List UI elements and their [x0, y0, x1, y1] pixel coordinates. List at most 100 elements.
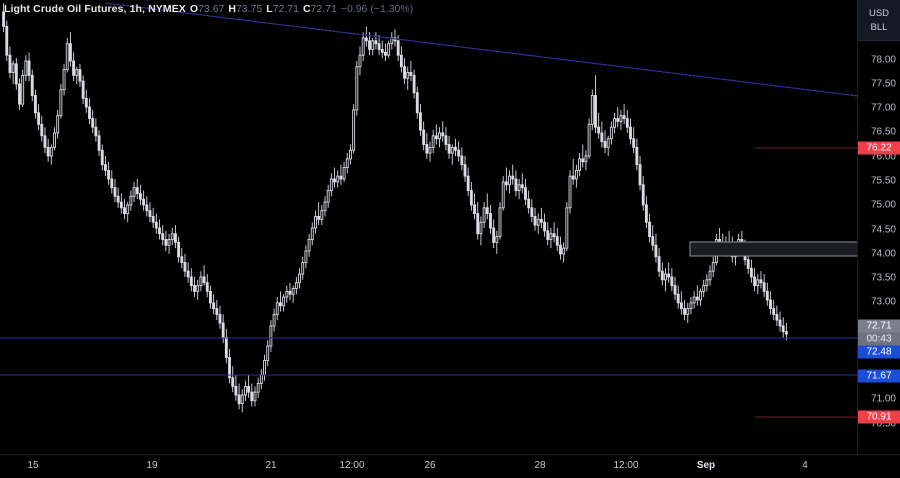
candle [339, 164, 343, 185]
candle [441, 121, 445, 142]
candle [753, 268, 757, 292]
candle [718, 227, 722, 252]
resistance-tag-7622[interactable]: 76.22 [858, 141, 900, 155]
candle [600, 121, 604, 148]
candle [479, 216, 483, 246]
level-tag-7167[interactable]: 71.67 [858, 369, 900, 383]
candle [161, 225, 165, 246]
candle [670, 268, 674, 292]
candle [100, 144, 104, 171]
candle [333, 167, 336, 188]
price-tick-7100: 71.00 [870, 393, 896, 405]
candle [266, 340, 270, 367]
candle [524, 179, 527, 205]
candle [469, 181, 473, 211]
candle [406, 66, 410, 90]
candle [727, 230, 731, 252]
candle [781, 317, 785, 338]
candle [21, 69, 25, 108]
price-tick-7500: 75.00 [870, 199, 896, 211]
currency-unit-badges[interactable]: USD BLL [857, 0, 900, 41]
candle [689, 297, 693, 315]
level-tag-7248[interactable]: 72.48 [858, 345, 900, 359]
candle [517, 179, 521, 200]
candle [632, 127, 636, 154]
candle [46, 138, 50, 162]
candle [702, 279, 706, 298]
candle [158, 219, 161, 240]
candle [536, 213, 540, 234]
candle [256, 377, 260, 398]
support-tag-7091[interactable]: 70.91 [858, 410, 900, 424]
currency-badge[interactable]: USD [868, 7, 890, 19]
candle [11, 60, 15, 84]
candle [644, 196, 648, 228]
candle [263, 354, 266, 381]
price-tick-7400: 74.00 [870, 248, 896, 260]
candle [530, 199, 534, 223]
candle [711, 256, 715, 277]
symbol-title[interactable]: Light Crude Oil Futures, 1h, NYMEX [4, 3, 186, 15]
candle [352, 104, 356, 154]
candle [450, 144, 454, 165]
candle [154, 213, 158, 234]
candle [81, 75, 85, 105]
candle [193, 276, 196, 298]
candle [317, 202, 321, 226]
time-tick-15: 15 [27, 460, 39, 471]
price-axis[interactable]: 78.00 77.50 77.00 76.50 76.00 75.50 75.00 74.50… [857, 0, 900, 455]
candle [498, 202, 502, 240]
candle [56, 109, 60, 139]
candle [304, 245, 308, 269]
countdown-tag[interactable]: 00:43 [858, 332, 900, 346]
candle [94, 118, 98, 142]
candle [349, 144, 352, 165]
candle [145, 196, 149, 217]
candle [323, 196, 327, 217]
candle [202, 265, 206, 286]
candle [5, 20, 9, 61]
candle [648, 213, 652, 243]
candle [218, 305, 222, 329]
candle [784, 323, 788, 341]
candle [762, 274, 766, 298]
candle [714, 233, 718, 266]
time-tick-1200: 12:00 [339, 460, 365, 471]
candle [123, 199, 126, 220]
time-tick-19: 19 [146, 460, 158, 471]
candle [454, 138, 457, 156]
candle [625, 109, 629, 133]
chart-plot-area[interactable] [0, 0, 858, 455]
last-price-tag[interactable]: 72.71 [858, 319, 900, 333]
candle [119, 193, 123, 214]
candle [508, 170, 511, 194]
candle [587, 118, 591, 159]
candle [368, 32, 371, 56]
candle [88, 98, 91, 125]
high-value: 73.75 [235, 3, 263, 15]
candle [208, 285, 212, 309]
unit-badge[interactable]: BLL [870, 21, 888, 33]
candle [746, 251, 750, 275]
time-axis[interactable]: 15 19 21 12:00 26 28 12:00 Sep 4 [0, 454, 900, 478]
close-value: 72.71 [310, 3, 337, 15]
candle [371, 37, 375, 56]
candle [237, 383, 241, 410]
candle [415, 86, 419, 119]
high-label: H [228, 3, 236, 15]
candle [749, 259, 753, 283]
candle [18, 78, 21, 110]
candle [431, 130, 435, 154]
candle [59, 83, 63, 119]
candle [231, 366, 235, 393]
candle [68, 32, 72, 67]
candle [708, 265, 712, 286]
candle [737, 233, 741, 257]
candle [113, 179, 117, 203]
price-tick-7650: 76.50 [870, 126, 896, 138]
candle [116, 187, 120, 208]
candle [148, 202, 152, 223]
candle [384, 43, 387, 61]
candle [320, 204, 324, 226]
